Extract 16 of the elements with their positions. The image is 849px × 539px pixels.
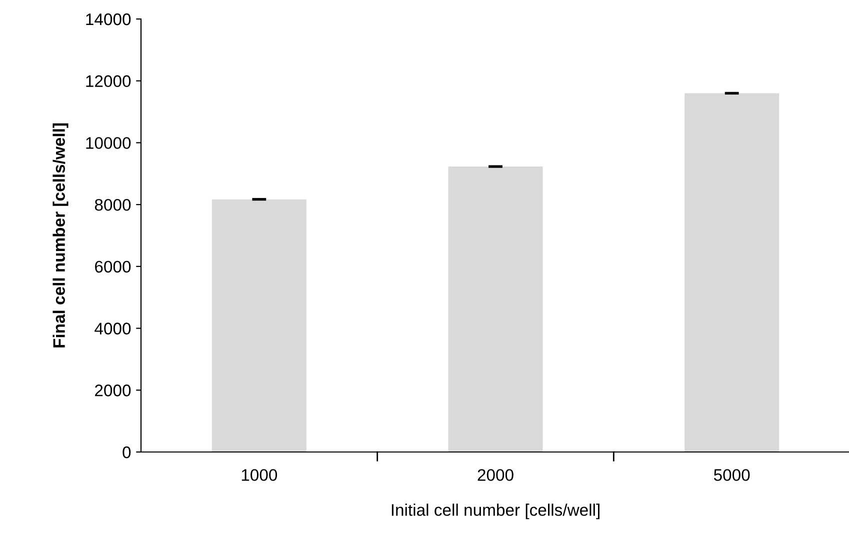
x-axis-title: Initial cell number [cells/well]: [392, 504, 600, 520]
y-tick-label: 0: [122, 446, 131, 458]
bar: [448, 166, 543, 452]
y-tick-label: 2000: [95, 384, 131, 396]
y-tick-label: 4000: [94, 322, 131, 334]
y-tick-label: 6000: [95, 260, 131, 273]
y-tick-label: 8000: [94, 198, 131, 211]
x-tick-label: 5000: [714, 469, 750, 481]
bar: [684, 93, 780, 452]
x-tick-label: 1000: [242, 469, 278, 481]
y-tick-label: 12000: [86, 75, 131, 88]
y-tick-label: 10000: [86, 137, 131, 149]
bar: [212, 199, 306, 452]
x-tick-label: 2000: [478, 469, 514, 481]
y-axis-title: Final cell number [cells/well]: [52, 123, 68, 348]
y-tick-label: 14000: [86, 13, 131, 26]
